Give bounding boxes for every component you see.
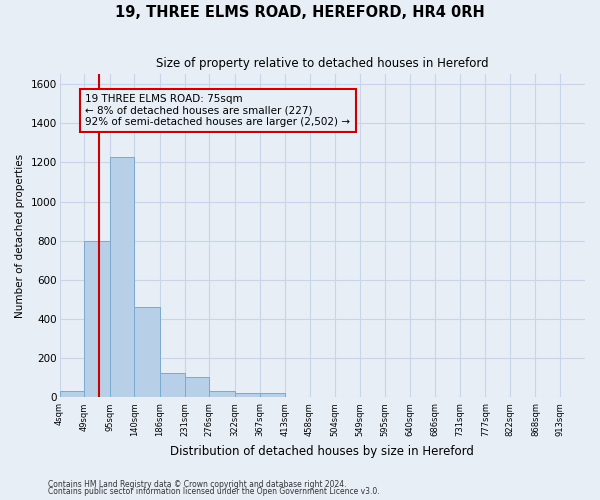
- Bar: [209, 392, 235, 398]
- Bar: [85, 241, 110, 398]
- Bar: [160, 373, 185, 398]
- Y-axis label: Number of detached properties: Number of detached properties: [15, 154, 25, 318]
- Text: Contains HM Land Registry data © Crown copyright and database right 2024.: Contains HM Land Registry data © Crown c…: [48, 480, 347, 489]
- Bar: [185, 377, 209, 398]
- X-axis label: Distribution of detached houses by size in Hereford: Distribution of detached houses by size …: [170, 444, 474, 458]
- Text: Contains public sector information licensed under the Open Government Licence v3: Contains public sector information licen…: [48, 488, 380, 496]
- Title: Size of property relative to detached houses in Hereford: Size of property relative to detached ho…: [156, 58, 488, 70]
- Bar: [134, 308, 160, 398]
- Bar: [235, 394, 260, 398]
- Text: 19, THREE ELMS ROAD, HEREFORD, HR4 0RH: 19, THREE ELMS ROAD, HEREFORD, HR4 0RH: [115, 5, 485, 20]
- Bar: [110, 156, 134, 398]
- Bar: [59, 392, 85, 398]
- Text: 19 THREE ELMS ROAD: 75sqm
← 8% of detached houses are smaller (227)
92% of semi-: 19 THREE ELMS ROAD: 75sqm ← 8% of detach…: [85, 94, 350, 127]
- Bar: [260, 394, 285, 398]
